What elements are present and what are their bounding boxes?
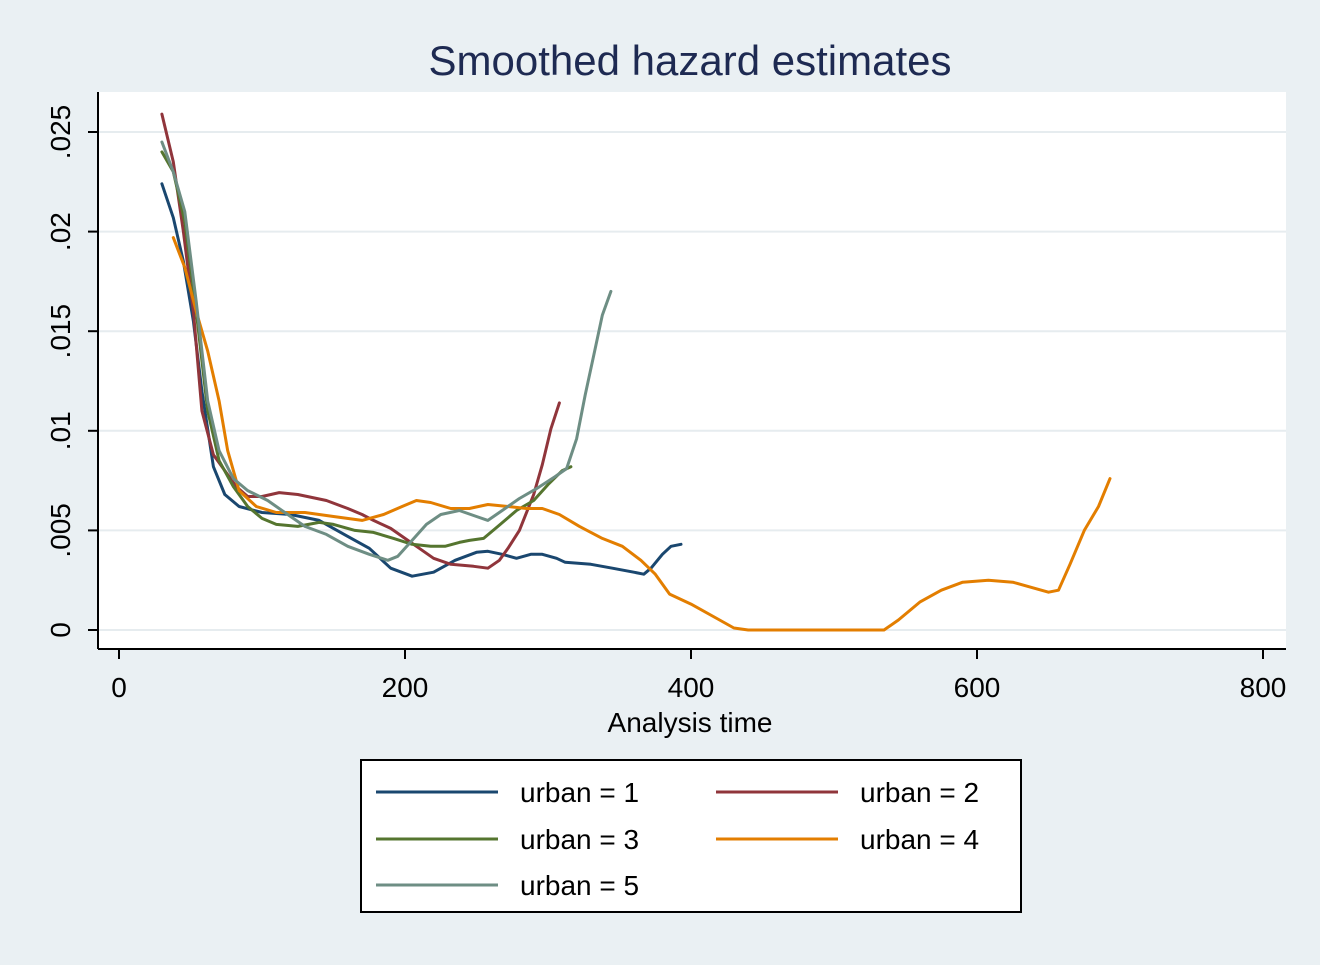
series-line-urban-3 — [160, 150, 573, 548]
x-tick-label: 200 — [382, 672, 429, 703]
legend-label-urban-3: urban = 3 — [520, 824, 639, 855]
y-tick-label: .015 — [45, 304, 76, 359]
series-line-urban-1 — [160, 182, 683, 578]
x-tick-label: 400 — [668, 672, 715, 703]
y-tick-label: .025 — [45, 105, 76, 160]
x-tick-label: 0 — [111, 672, 127, 703]
legend-items: urban = 1 urban = 2 urban = 3 urban = 4 urba… — [376, 777, 979, 901]
legend-label-urban-5: urban = 5 — [520, 870, 639, 901]
legend-box — [360, 759, 1022, 913]
plot-area — [98, 92, 1286, 649]
legend-label-urban-1: urban = 1 — [520, 777, 639, 808]
y-tick-label: .005 — [45, 503, 76, 558]
x-tick-label: 600 — [954, 672, 1001, 703]
axis-ticks: 0 200 400 600 800 0 .005 .01 .015 .02 .025 — [45, 105, 1286, 703]
chart-title: Smoothed hazard estimates — [429, 37, 952, 84]
series-lines — [160, 112, 1112, 632]
legend-label-urban-2: urban = 2 — [860, 777, 979, 808]
x-axis-label: Analysis time — [608, 707, 773, 738]
series-line-urban-5 — [160, 140, 613, 562]
series-line-urban-4 — [171, 236, 1112, 632]
legend: urban = 1 urban = 2 urban = 3 urban = 4 urba… — [360, 759, 1022, 913]
legend-label-urban-4: urban = 4 — [860, 824, 979, 855]
y-tick-label: 0 — [45, 622, 76, 638]
y-tick-label: .01 — [45, 411, 76, 450]
y-tick-label: .02 — [45, 212, 76, 251]
x-tick-label: 800 — [1240, 672, 1287, 703]
grid-lines — [98, 131, 1286, 631]
